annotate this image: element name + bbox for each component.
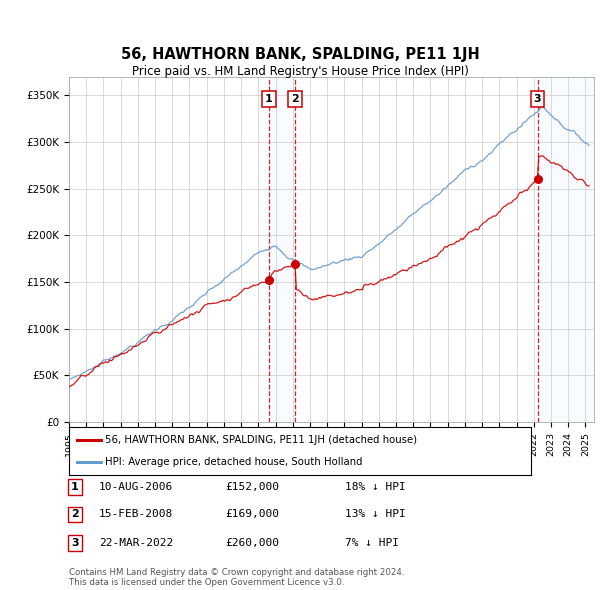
Text: 2: 2 [291, 94, 299, 104]
Text: £260,000: £260,000 [225, 538, 279, 548]
Text: Contains HM Land Registry data © Crown copyright and database right 2024.: Contains HM Land Registry data © Crown c… [69, 568, 404, 577]
Text: 7% ↓ HPI: 7% ↓ HPI [345, 538, 399, 548]
Bar [269, 77, 295, 422]
Point [290, 260, 299, 269]
Text: 3: 3 [71, 538, 79, 548]
Text: 18% ↓ HPI: 18% ↓ HPI [345, 482, 406, 491]
Text: 56, HAWTHORN BANK, SPALDING, PE11 1JH: 56, HAWTHORN BANK, SPALDING, PE11 1JH [121, 47, 479, 62]
Point [264, 276, 274, 285]
Text: 2: 2 [71, 510, 79, 519]
Text: 3: 3 [534, 94, 541, 104]
Text: This data is licensed under the Open Government Licence v3.0.: This data is licensed under the Open Gov… [69, 578, 344, 587]
Text: 1: 1 [71, 482, 79, 491]
Text: £169,000: £169,000 [225, 510, 279, 519]
Bar [538, 77, 594, 422]
Text: 56, HAWTHORN BANK, SPALDING, PE11 1JH (detached house): 56, HAWTHORN BANK, SPALDING, PE11 1JH (d… [105, 435, 417, 445]
Text: 22-MAR-2022: 22-MAR-2022 [99, 538, 173, 548]
Text: 15-FEB-2008: 15-FEB-2008 [99, 510, 173, 519]
Text: HPI: Average price, detached house, South Holland: HPI: Average price, detached house, Sout… [105, 457, 362, 467]
Text: 13% ↓ HPI: 13% ↓ HPI [345, 510, 406, 519]
Text: 10-AUG-2006: 10-AUG-2006 [99, 482, 173, 491]
Point [533, 175, 542, 184]
Text: £152,000: £152,000 [225, 482, 279, 491]
Text: Price paid vs. HM Land Registry's House Price Index (HPI): Price paid vs. HM Land Registry's House … [131, 65, 469, 78]
Text: 1: 1 [265, 94, 272, 104]
